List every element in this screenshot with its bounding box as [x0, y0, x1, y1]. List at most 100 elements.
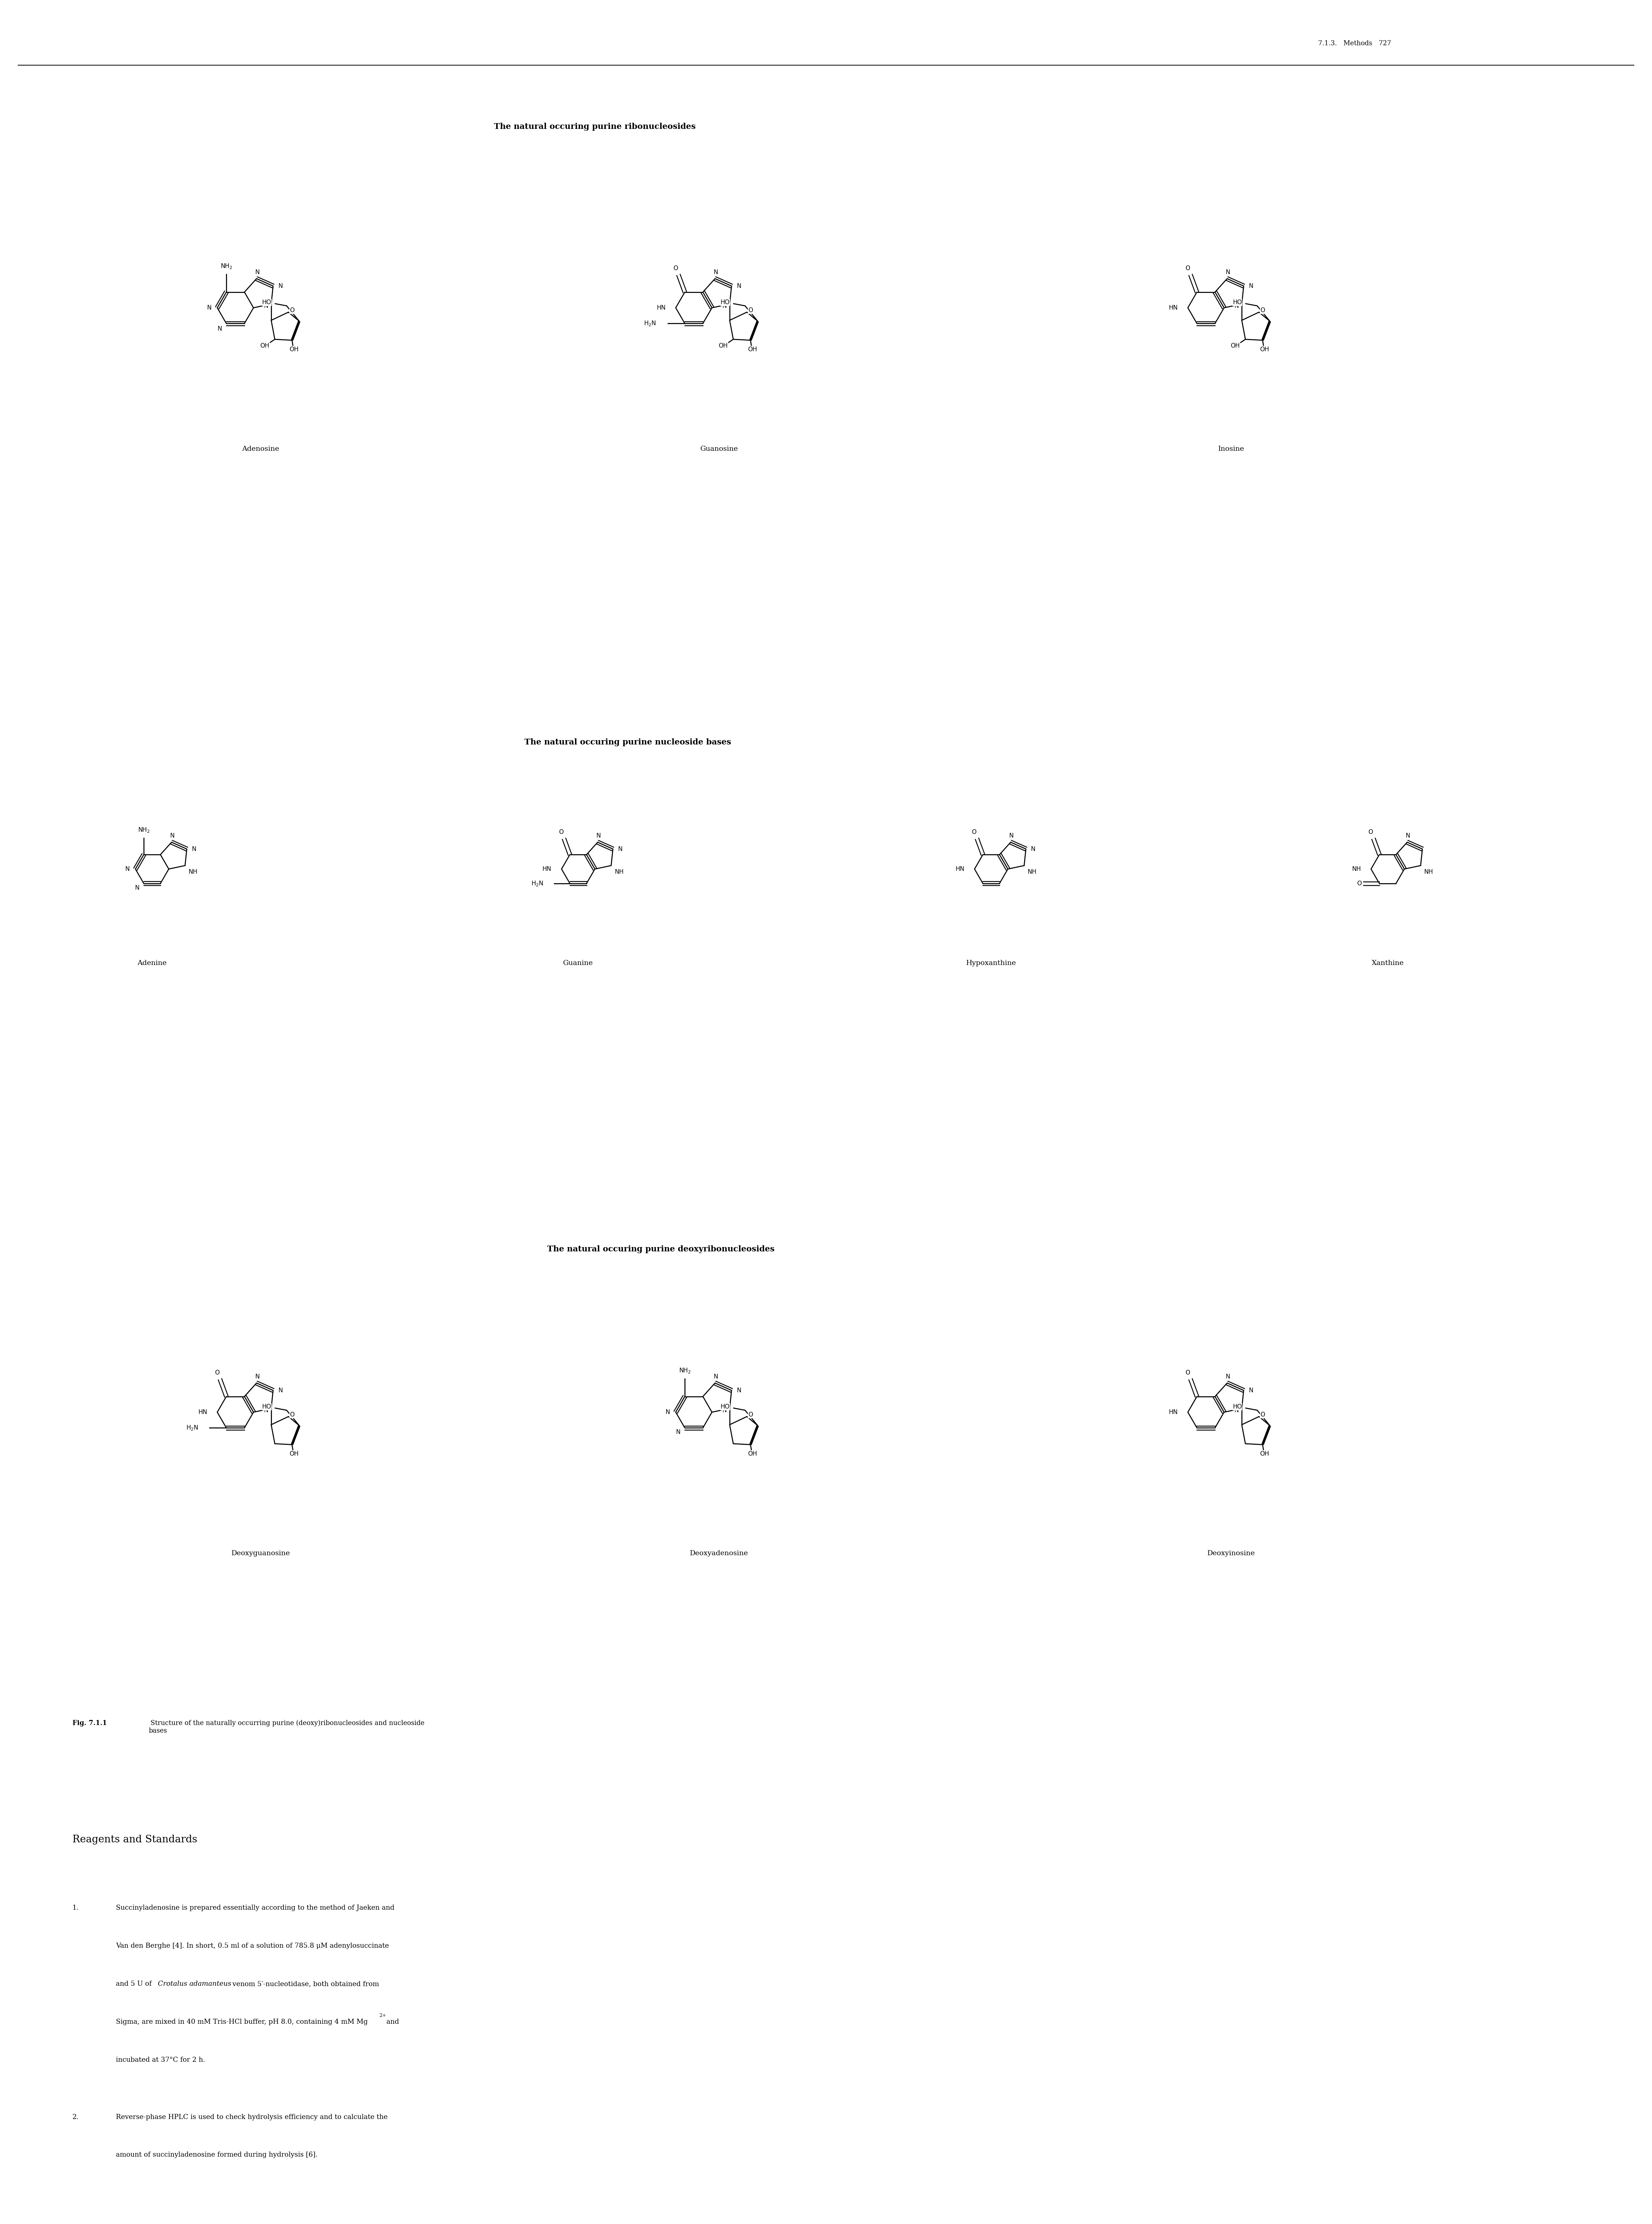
- Text: Fig. 7.1.1: Fig. 7.1.1: [73, 1719, 107, 1726]
- Text: Reverse-phase HPLC is used to check hydrolysis efficiency and to calculate the: Reverse-phase HPLC is used to check hydr…: [116, 2113, 388, 2119]
- Text: O: O: [1356, 881, 1361, 887]
- Text: NH$_2$: NH$_2$: [220, 262, 233, 269]
- Text: H$_2$N: H$_2$N: [187, 1423, 198, 1432]
- Text: N: N: [1249, 1388, 1254, 1394]
- Text: OH: OH: [1231, 342, 1241, 349]
- Text: HN: HN: [1168, 305, 1178, 311]
- Text: N: N: [170, 832, 175, 838]
- Text: N: N: [254, 1372, 259, 1379]
- Text: OH: OH: [748, 1450, 757, 1457]
- Text: Structure of the naturally occurring purine (deoxy)ribonucleosides and nucleosid: Structure of the naturally occurring pur…: [149, 1719, 425, 1735]
- Text: and: and: [385, 2019, 400, 2026]
- Text: Deoxyguanosine: Deoxyguanosine: [231, 1550, 291, 1557]
- Text: O: O: [215, 1370, 220, 1377]
- Text: Hypoxanthine: Hypoxanthine: [966, 961, 1016, 967]
- Text: N: N: [135, 885, 139, 892]
- Text: O: O: [1186, 265, 1189, 271]
- Text: N: N: [264, 1408, 268, 1414]
- Text: N: N: [596, 832, 601, 838]
- Text: NH: NH: [1351, 865, 1361, 872]
- Text: NH: NH: [1424, 870, 1434, 876]
- Text: N: N: [206, 305, 211, 311]
- Text: Adenine: Adenine: [137, 961, 167, 967]
- Text: N: N: [1031, 845, 1036, 852]
- Text: N: N: [278, 282, 282, 289]
- Text: N: N: [618, 845, 623, 852]
- Text: N: N: [1226, 269, 1231, 276]
- Text: 2+: 2+: [378, 2013, 387, 2017]
- Text: HN: HN: [198, 1410, 206, 1414]
- Text: HO: HO: [1232, 298, 1242, 305]
- Text: N: N: [676, 1430, 681, 1434]
- Text: Reagents and Standards: Reagents and Standards: [73, 1835, 197, 1844]
- Text: Van den Berghe [4]. In short, 0.5 ml of a solution of 785.8 μM adenylosuccinate: Van den Berghe [4]. In short, 0.5 ml of …: [116, 1942, 388, 1948]
- Text: HO: HO: [1232, 1403, 1242, 1410]
- Text: O: O: [289, 307, 294, 314]
- Text: N: N: [192, 845, 197, 852]
- Text: O: O: [748, 307, 753, 314]
- Text: Succinyladenosine is prepared essentially according to the method of Jaeken and: Succinyladenosine is prepared essentiall…: [116, 1904, 395, 1910]
- Text: The natural occuring purine nucleoside bases: The natural occuring purine nucleoside b…: [524, 738, 732, 747]
- Text: N: N: [714, 269, 719, 276]
- Text: OH: OH: [748, 347, 757, 354]
- Text: N: N: [737, 282, 742, 289]
- Text: OH: OH: [719, 342, 729, 349]
- Text: N: N: [722, 1408, 727, 1414]
- Text: N: N: [666, 1410, 671, 1414]
- Text: Guanosine: Guanosine: [700, 445, 738, 451]
- Text: N: N: [1234, 302, 1239, 309]
- Text: H$_2$N: H$_2$N: [644, 320, 656, 327]
- Text: The natural occuring purine ribonucleosides: The natural occuring purine ribonucleosi…: [494, 122, 695, 131]
- Text: OH: OH: [1260, 347, 1269, 354]
- Text: HO: HO: [263, 1403, 271, 1410]
- Text: N: N: [1009, 832, 1014, 838]
- Text: NH: NH: [1028, 870, 1037, 876]
- Text: N: N: [218, 325, 221, 331]
- Text: Adenosine: Adenosine: [243, 445, 279, 451]
- Text: N: N: [254, 269, 259, 276]
- Text: HO: HO: [720, 298, 730, 305]
- Text: NH: NH: [615, 870, 624, 876]
- Text: OH: OH: [1260, 1450, 1269, 1457]
- Text: O: O: [289, 1412, 294, 1419]
- Text: 1.: 1.: [73, 1904, 79, 1910]
- Text: N: N: [1249, 282, 1254, 289]
- Text: N: N: [126, 865, 131, 872]
- Text: The natural occuring purine deoxyribonucleosides: The natural occuring purine deoxyribonuc…: [547, 1245, 775, 1252]
- Text: OH: OH: [289, 347, 299, 354]
- Text: and 5 U of: and 5 U of: [116, 1982, 154, 1988]
- Text: O: O: [674, 265, 677, 271]
- Text: N: N: [1406, 832, 1411, 838]
- Text: N: N: [1226, 1372, 1231, 1379]
- Text: N: N: [714, 1372, 719, 1379]
- Text: HN: HN: [656, 305, 666, 311]
- Text: O: O: [1368, 830, 1373, 836]
- Text: venom 5′-nucleotidase, both obtained from: venom 5′-nucleotidase, both obtained fro…: [230, 1982, 378, 1988]
- Text: N: N: [737, 1388, 742, 1394]
- Text: Sigma, are mixed in 40 mM Tris-HCl buffer, pH 8.0, containing 4 mM Mg: Sigma, are mixed in 40 mM Tris-HCl buffe…: [116, 2019, 368, 2026]
- Text: N: N: [278, 1388, 282, 1394]
- Text: H$_2$N: H$_2$N: [530, 881, 544, 887]
- Text: HO: HO: [720, 1403, 730, 1410]
- Text: Deoxyadenosine: Deoxyadenosine: [691, 1550, 748, 1557]
- Text: HN: HN: [1168, 1410, 1178, 1414]
- Text: 7.1.3. Methods 727: 7.1.3. Methods 727: [1318, 40, 1391, 47]
- Text: NH: NH: [188, 870, 198, 876]
- Text: O: O: [1260, 307, 1265, 314]
- Text: HO: HO: [263, 298, 271, 305]
- Text: OH: OH: [259, 342, 269, 349]
- Text: O: O: [1186, 1370, 1189, 1377]
- Text: HN: HN: [542, 865, 552, 872]
- Text: O: O: [748, 1412, 753, 1419]
- Text: HN: HN: [955, 865, 965, 872]
- Text: O: O: [971, 830, 976, 836]
- Text: incubated at 37°C for 2 h.: incubated at 37°C for 2 h.: [116, 2057, 205, 2064]
- Text: NH$_2$: NH$_2$: [679, 1368, 691, 1374]
- Text: Crotalus adamanteus: Crotalus adamanteus: [159, 1982, 231, 1988]
- Text: 2.: 2.: [73, 2113, 79, 2119]
- Text: Deoxyinosine: Deoxyinosine: [1208, 1550, 1256, 1557]
- Text: N: N: [722, 302, 727, 309]
- Text: Xanthine: Xanthine: [1371, 961, 1404, 967]
- Text: NH$_2$: NH$_2$: [137, 827, 150, 834]
- Text: amount of succinyladenosine formed during hydrolysis [6].: amount of succinyladenosine formed durin…: [116, 2153, 317, 2157]
